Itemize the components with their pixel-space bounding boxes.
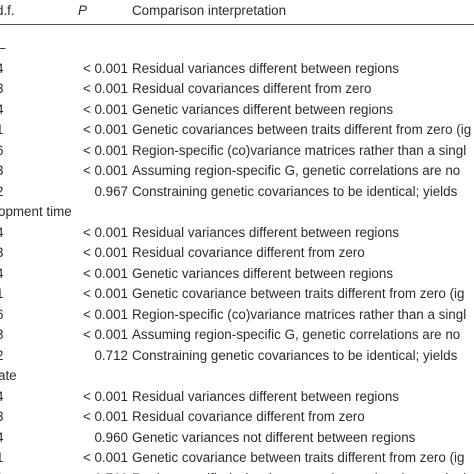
- p-value-cell: < 0.001: [82, 327, 128, 342]
- section-label: opment time: [0, 204, 72, 219]
- table-row: 1 < 0.001 Genetic covariances between trai…: [0, 120, 474, 140]
- interpretation-cell: Constraining genetic covariances to be i…: [132, 183, 458, 199]
- df-cell: 4: [0, 59, 3, 79]
- p-value-cell: < 0.001: [82, 122, 128, 137]
- p-value-cell: < 0.001: [82, 163, 128, 178]
- df-cell: 3: [0, 407, 3, 427]
- section-label: –: [0, 38, 5, 58]
- p-value-cell: < 0.001: [82, 409, 128, 424]
- df-cell: 1: [0, 120, 3, 140]
- p-value-cell: 0.960: [94, 429, 128, 445]
- df-cell: 3: [0, 79, 3, 99]
- interpretation-cell: Region-specific (co)variance matrices ra…: [132, 469, 466, 474]
- section-label-row: –: [0, 38, 474, 58]
- interpretation-cell: Residual covariances different from zero: [132, 81, 372, 96]
- p-value-cell: < 0.001: [82, 450, 128, 465]
- df-cell: 1: [0, 469, 3, 474]
- table-row: 3 < 0.001 Residual covariance different fr…: [0, 407, 474, 427]
- p-column-header: P: [78, 3, 87, 18]
- p-value-cell: < 0.001: [82, 101, 128, 117]
- df-cell: 6: [0, 141, 3, 161]
- interpretation-cell: Residual covariance different from zero: [132, 245, 365, 260]
- p-value-cell: < 0.001: [82, 388, 128, 404]
- df-cell: 1: [0, 284, 3, 304]
- p-value-cell: < 0.001: [82, 224, 128, 240]
- df-cell: 4: [0, 264, 3, 284]
- p-value-cell: 0.712: [94, 347, 128, 363]
- interpretation-cell: Assuming region-specific G, genetic corr…: [132, 163, 461, 178]
- p-value-cell: < 0.001: [82, 60, 128, 76]
- table-row: 3 < 0.001 Assuming region-specific G, gene…: [0, 161, 474, 181]
- interpretation-cell: Constraining genetic covariances to be i…: [132, 347, 458, 363]
- df-cell: 4: [0, 100, 3, 120]
- df-cell: 2: [0, 346, 3, 366]
- table-row: 1 < 0.001 Genetic covariance between trait…: [0, 284, 474, 304]
- interpretation-cell: Residual variances different between reg…: [132, 60, 399, 76]
- interpretation-cell: Genetic variances not different between …: [132, 429, 416, 445]
- interpretation-cell: Genetic covariances between traits diffe…: [132, 122, 472, 137]
- section-label-row: opment time: [0, 202, 474, 222]
- table-row: 1 0.760 Region-specific (co)variance matri…: [0, 469, 474, 474]
- p-value-cell: < 0.001: [82, 81, 128, 96]
- interpretation-cell: Region-specific (co)variance matrices ra…: [132, 142, 467, 158]
- header-rule: [0, 24, 474, 25]
- df-cell: 2: [0, 182, 3, 202]
- interpretation-cell: Region-specific (co)variance matrices ra…: [132, 306, 467, 322]
- df-cell: 3: [0, 161, 3, 181]
- p-value-cell: < 0.001: [82, 306, 128, 322]
- df-cell: 3: [0, 325, 3, 345]
- df-cell: 3: [0, 243, 3, 263]
- section-label: ate: [0, 368, 17, 383]
- section-label-row: ate: [0, 366, 474, 386]
- table-row: 3 < 0.001 Residual covariance different fr…: [0, 243, 474, 263]
- p-value-cell: 0.967: [94, 183, 128, 199]
- df-cell: 4: [0, 428, 3, 448]
- df-column-header: d.f.: [0, 3, 15, 18]
- p-value-cell: 0.760: [94, 469, 128, 474]
- df-cell: 4: [0, 387, 3, 407]
- interpretation-cell: Genetic covariance between traits differ…: [132, 450, 465, 465]
- p-value-cell: < 0.001: [82, 265, 128, 281]
- table-row: 3 < 0.001 Residual covariances different f…: [0, 79, 474, 99]
- p-value-cell: < 0.001: [82, 142, 128, 158]
- interpretation-column-header: Comparison interpretation: [132, 3, 287, 18]
- interpretation-cell: Genetic variances different between regi…: [132, 265, 394, 281]
- df-cell: 4: [0, 223, 3, 243]
- interpretation-cell: Residual variances different between reg…: [132, 388, 399, 404]
- interpretation-cell: Residual covariance different from zero: [132, 409, 365, 424]
- interpretation-cell: Assuming region-specific G, genetic corr…: [132, 327, 461, 342]
- p-value-cell: < 0.001: [82, 286, 128, 301]
- df-cell: 6: [0, 305, 3, 325]
- table-row: 1 < 0.001 Genetic covariance between trait…: [0, 448, 474, 468]
- interpretation-cell: Genetic covariance between traits differ…: [132, 286, 465, 301]
- p-value-cell: < 0.001: [82, 245, 128, 260]
- df-cell: 1: [0, 448, 3, 468]
- interpretation-cell: Residual variances different between reg…: [132, 224, 399, 240]
- table-row: 3 < 0.001 Assuming region-specific G, gene…: [0, 325, 474, 345]
- interpretation-cell: Genetic variances different between regi…: [132, 101, 394, 117]
